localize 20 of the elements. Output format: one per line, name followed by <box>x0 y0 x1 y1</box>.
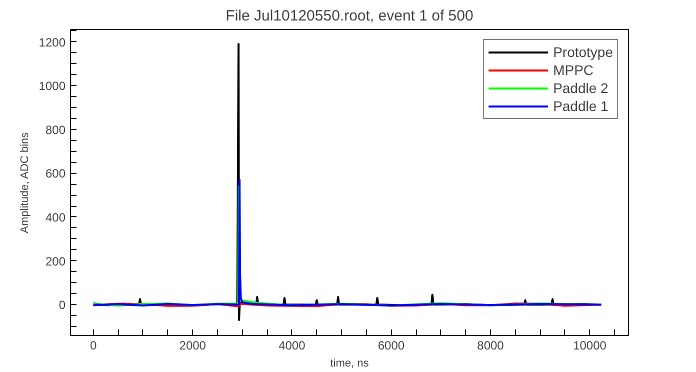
x-tick-label: 4000 <box>278 338 306 352</box>
y-axis-title: Amplitude, ADC bins <box>18 132 31 234</box>
x-axis-title: time, ns <box>330 358 370 370</box>
y-tick-label: 200 <box>45 254 66 268</box>
y-tick-label: 1000 <box>38 79 66 94</box>
legend-label: Prototype <box>553 44 613 60</box>
x-tick-label: 6000 <box>378 338 405 352</box>
y-tick-label: 800 <box>45 122 66 137</box>
legend-label: Paddle 1 <box>553 98 608 114</box>
legend-label: MPPC <box>553 62 594 78</box>
x-tick-label: 0 <box>90 338 97 352</box>
y-tick-label: 1200 <box>38 35 66 50</box>
y-tick-label: 600 <box>45 166 66 181</box>
x-tick-label: 10000 <box>573 338 607 352</box>
chart-title: File Jul10120550.root, event 1 of 500 <box>226 8 474 24</box>
x-tick-label: 2000 <box>179 338 206 352</box>
y-tick-label: 400 <box>45 210 66 224</box>
y-tick-label: 0 <box>58 298 66 312</box>
legend-label: Paddle 2 <box>553 80 608 96</box>
x-tick-label: 8000 <box>477 338 504 352</box>
